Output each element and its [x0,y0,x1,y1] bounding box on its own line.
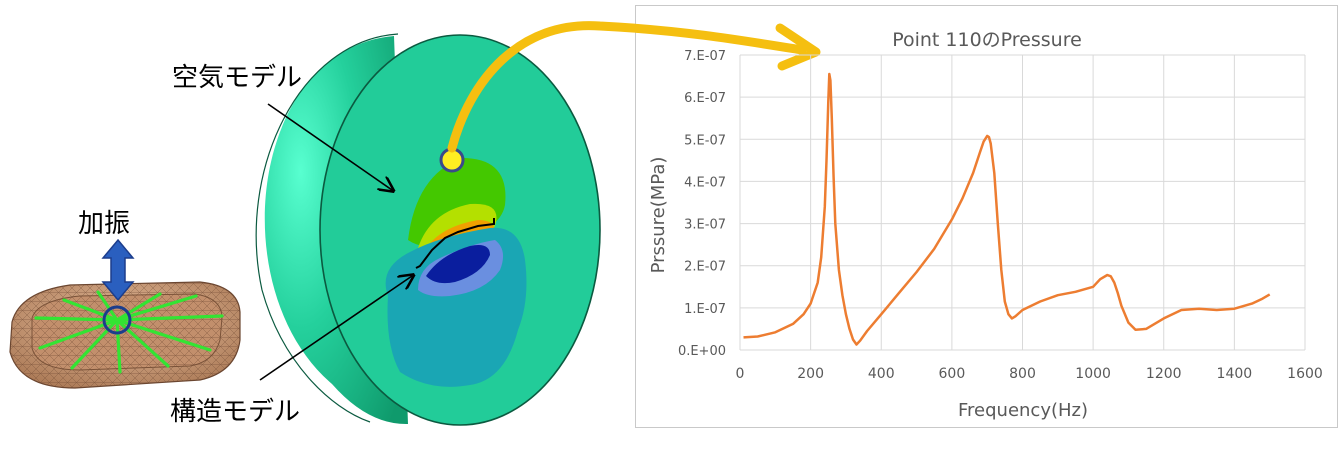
x-tick-label: 1600 [1287,366,1323,382]
series-line-point-110 [743,72,1271,346]
x-tick-label: 1400 [1217,366,1253,382]
structure-model-pointer [259,276,412,381]
x-tick-label: 200 [797,366,824,382]
y-tick-label: 3.E-07 [684,218,726,233]
tray-model [9,281,241,389]
air-model-hemisphere [255,33,601,426]
y-tick-label: 0.E+00 [678,344,726,359]
excitation-arrow-icon [101,238,135,302]
x-tick-label: 1200 [1146,366,1182,382]
air-model-label: 空気モデル [172,63,302,93]
y-tick-label: 7.E-07 [684,49,726,64]
chart-y-axis-label: Prssure(MPa) [648,157,669,274]
excitation-point-marker [102,305,132,335]
chart-frame [635,5,1338,428]
chart-ticks: 0 200 400 600 800 1000 1200 1400 1600 0.E+00 1.E-0… [678,49,1323,382]
pressure-zone-blue [426,245,490,284]
x-tick-label: 400 [868,366,895,382]
x-tick-label: 0 [736,366,745,382]
chart-grid [739,54,1306,351]
y-tick-label: 5.E-07 [684,133,726,148]
point-to-chart-arrow [447,21,821,153]
chart-title: Point 110のPressure [892,29,1082,51]
y-tick-label: 6.E-07 [684,91,726,106]
structure-model-label: 構造モデル [170,397,300,427]
y-tick-label: 2.E-07 [684,260,726,275]
x-tick-label: 800 [1009,366,1036,382]
chart-x-axis-label: Frequency(Hz) [958,400,1088,421]
x-tick-label: 600 [939,366,966,382]
pressure-chart: Point 110のPressure Frequency(Hz) Prssure… [648,29,1323,421]
y-tick-label: 4.E-07 [684,175,726,190]
x-tick-label: 1000 [1075,366,1111,382]
excitation-label: 加振 [78,209,130,239]
y-tick-label: 1.E-07 [684,302,726,317]
air-model-pointer [267,103,392,190]
chart-series-layer [743,72,1271,346]
